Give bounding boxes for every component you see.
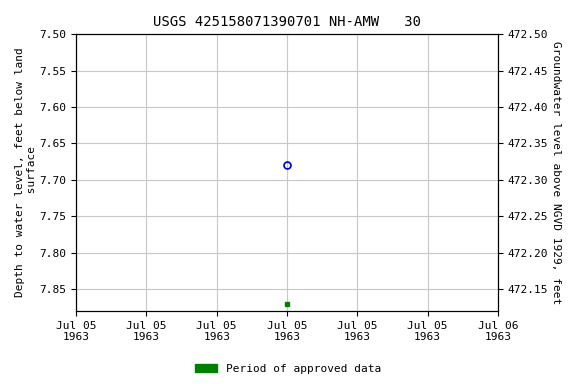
Title: USGS 425158071390701 NH-AMW   30: USGS 425158071390701 NH-AMW 30 xyxy=(153,15,421,29)
Legend: Period of approved data: Period of approved data xyxy=(191,359,385,379)
Y-axis label: Depth to water level, feet below land
 surface: Depth to water level, feet below land su… xyxy=(15,48,37,298)
Y-axis label: Groundwater level above NGVD 1929, feet: Groundwater level above NGVD 1929, feet xyxy=(551,41,561,304)
